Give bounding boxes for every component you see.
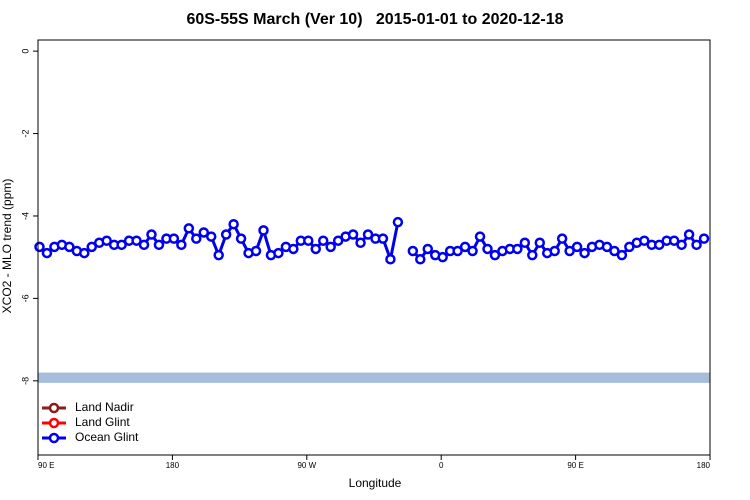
series-point [153, 239, 165, 251]
series-point [250, 245, 262, 257]
series-point [288, 243, 299, 255]
series-point [527, 249, 538, 261]
series-point [235, 233, 247, 244]
legend-label: Ocean Glint [75, 430, 139, 444]
series-point [228, 218, 239, 230]
series-point [34, 241, 45, 253]
series-point [325, 241, 336, 253]
y-axis-label: XCO2 - MLO trend (ppm) [0, 179, 14, 314]
series-point [198, 227, 210, 238]
series-point [355, 237, 366, 249]
series-point [415, 253, 426, 265]
series-point [407, 245, 419, 257]
series-point [601, 241, 613, 253]
series-point [691, 239, 702, 251]
legend-label: Land Glint [75, 415, 130, 429]
series-point [616, 249, 628, 261]
series-point [377, 233, 389, 244]
series-point [183, 223, 195, 234]
y-tick-label: -6 [20, 294, 30, 302]
series-point [317, 235, 329, 246]
legend-marker [48, 402, 60, 414]
series-point [519, 237, 531, 249]
series-point [549, 245, 560, 257]
series-point [512, 243, 523, 255]
x-tick-label: 90 W [297, 461, 316, 470]
y-tick-label: -4 [20, 212, 30, 220]
series-point [422, 243, 434, 255]
series-point [303, 235, 314, 246]
series-point [79, 247, 90, 259]
series-point [258, 225, 269, 236]
series-point [556, 233, 568, 244]
series-point [653, 239, 665, 251]
series-point [138, 239, 150, 251]
series-point [176, 239, 187, 251]
x-axis-label: Longitude [349, 476, 402, 490]
legend-marker [48, 432, 60, 444]
series-point [609, 245, 620, 257]
series-point [579, 247, 590, 259]
series-point [683, 229, 695, 240]
series-point [101, 235, 112, 246]
series-point [676, 239, 687, 251]
series-point [86, 241, 98, 253]
series-point [474, 231, 486, 242]
series-point [220, 229, 232, 240]
y-tick-label: -8 [20, 377, 30, 385]
chart-title: 60S-55S March (Ver 10) 2015-01-01 to 202… [186, 11, 563, 28]
legend-marker [48, 417, 60, 429]
x-tick-label: 180 [166, 461, 180, 470]
series-point [41, 247, 53, 259]
series-point [205, 231, 217, 242]
series-point [362, 229, 374, 240]
x-tick-label: 90 E [567, 461, 583, 470]
series-point [489, 249, 501, 261]
plot-frame [37, 39, 711, 456]
series-point [64, 241, 75, 253]
series-point [146, 229, 157, 240]
legend-label: Land Nadir [75, 400, 134, 414]
series-point [452, 245, 463, 257]
series-point [392, 216, 404, 228]
band [38, 372, 710, 383]
x-tick-label: 90 E [38, 461, 54, 470]
series-point [571, 241, 583, 253]
series-point [385, 253, 396, 265]
series-point [131, 235, 142, 246]
series-point [168, 233, 180, 244]
series-point [459, 241, 471, 253]
series-point [191, 233, 202, 244]
series-point [624, 241, 635, 253]
series-point [467, 245, 478, 257]
series-point [482, 243, 493, 255]
x-tick-label: 0 [439, 461, 444, 470]
y-tick-label: -2 [20, 130, 30, 138]
x-tick-label: 180 [697, 461, 711, 470]
series-point [564, 245, 575, 257]
series-point [668, 235, 680, 246]
series-point [639, 235, 650, 246]
series-point [310, 243, 322, 255]
series-point [698, 233, 710, 244]
series-point [273, 247, 284, 259]
series-point [347, 229, 359, 240]
series-point [116, 239, 127, 251]
series-point [437, 251, 448, 263]
series-point [332, 235, 344, 246]
series-point [213, 249, 224, 261]
y-tick-label: 0 [20, 49, 30, 54]
series-point [534, 237, 546, 249]
